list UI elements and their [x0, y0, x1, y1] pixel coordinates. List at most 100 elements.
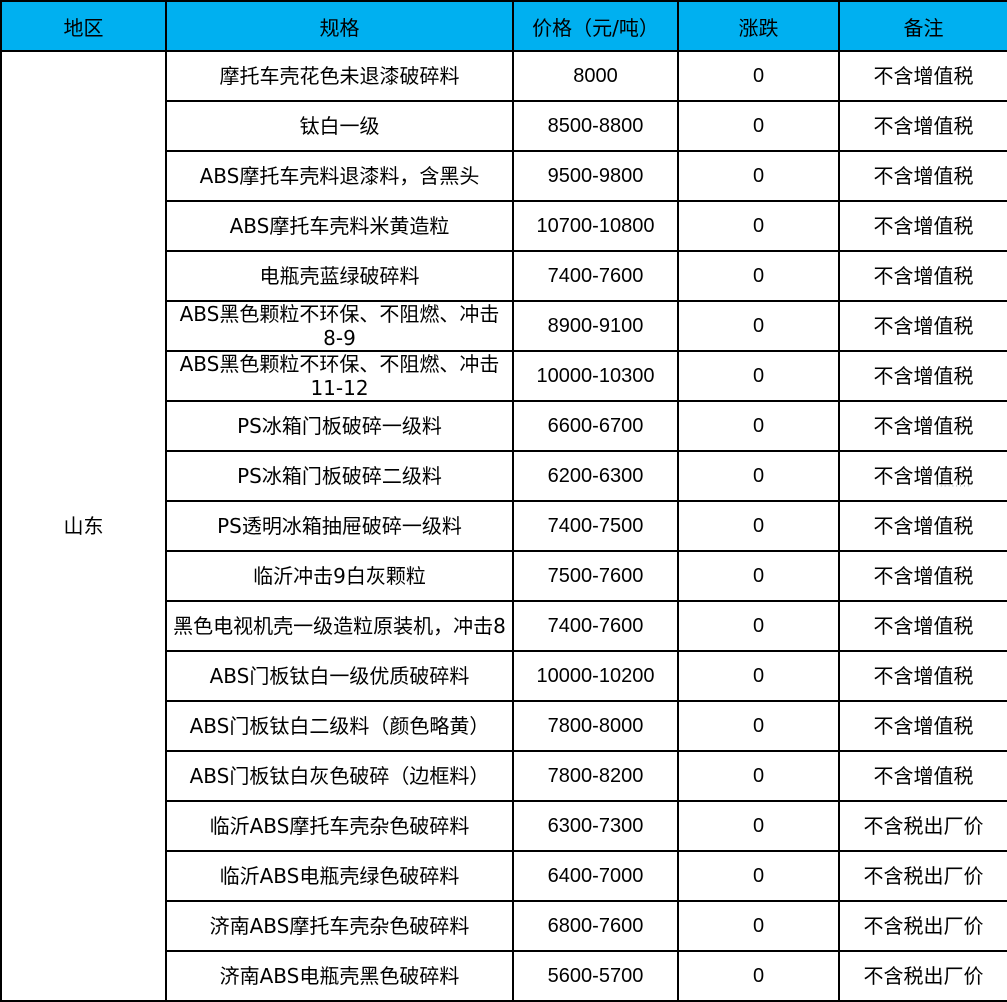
change-cell: 0 — [677, 100, 840, 152]
price-cell: 9500-9800 — [512, 150, 679, 202]
change-cell: 0 — [677, 850, 840, 902]
change-cell: 0 — [677, 50, 840, 102]
spec-cell: PS透明冰箱抽屉破碎一级料 — [165, 500, 514, 552]
price-cell: 5600-5700 — [512, 950, 679, 1002]
table-row: 黑色电视机壳一级造粒原装机，冲击8 7400-7600 0 不含增值税 — [1, 600, 1007, 652]
change-cell: 0 — [677, 700, 840, 752]
change-cell: 0 — [677, 450, 840, 502]
table-row: 济南ABS电瓶壳黑色破碎料 5600-5700 0 不含税出厂价 — [1, 950, 1007, 1002]
note-cell: 不含增值税 — [838, 700, 1007, 752]
note-cell: 不含增值税 — [838, 650, 1007, 702]
table-row: PS透明冰箱抽屉破碎一级料 7400-7500 0 不含增值税 — [1, 500, 1007, 552]
change-cell: 0 — [677, 900, 840, 952]
table-row: 电瓶壳蓝绿破碎料 7400-7600 0 不含增值税 — [1, 250, 1007, 302]
col-header-change: 涨跌 — [677, 0, 840, 52]
spec-cell: PS冰箱门板破碎一级料 — [165, 400, 514, 452]
change-cell: 0 — [677, 350, 840, 402]
note-cell: 不含增值税 — [838, 250, 1007, 302]
change-cell: 0 — [677, 950, 840, 1002]
change-cell: 0 — [677, 250, 840, 302]
price-cell: 6400-7000 — [512, 850, 679, 902]
note-cell: 不含增值税 — [838, 200, 1007, 252]
spec-cell: ABS门板钛白一级优质破碎料 — [165, 650, 514, 702]
spec-cell: 钛白一级 — [165, 100, 514, 152]
note-cell: 不含增值税 — [838, 400, 1007, 452]
note-cell: 不含增值税 — [838, 350, 1007, 402]
change-cell: 0 — [677, 600, 840, 652]
price-cell: 6600-6700 — [512, 400, 679, 452]
spec-cell: 济南ABS摩托车壳杂色破碎料 — [165, 900, 514, 952]
change-cell: 0 — [677, 800, 840, 852]
price-cell: 10000-10200 — [512, 650, 679, 702]
header-row: 地区 规格 价格（元/吨） 涨跌 备注 — [0, 0, 1007, 52]
spec-cell: 黑色电视机壳一级造粒原装机，冲击8 — [165, 600, 514, 652]
note-cell: 不含增值税 — [838, 300, 1007, 352]
change-cell: 0 — [677, 750, 840, 802]
table-row: ABS门板钛白灰色破碎（边框料） 7800-8200 0 不含增值税 — [1, 750, 1007, 802]
col-header-spec: 规格 — [165, 0, 514, 52]
spec-cell: ABS摩托车壳料米黄造粒 — [165, 200, 514, 252]
price-cell: 7400-7600 — [512, 600, 679, 652]
spec-cell: 临沂冲击9白灰颗粒 — [165, 550, 514, 602]
note-cell: 不含税出厂价 — [838, 950, 1007, 1002]
table-row: 临沂冲击9白灰颗粒 7500-7600 0 不含增值税 — [1, 550, 1007, 602]
col-header-region: 地区 — [0, 0, 167, 52]
price-cell: 8000 — [512, 50, 679, 102]
spec-cell: 济南ABS电瓶壳黑色破碎料 — [165, 950, 514, 1002]
table-row: 临沂ABS电瓶壳绿色破碎料 6400-7000 0 不含税出厂价 — [1, 850, 1007, 902]
note-cell: 不含税出厂价 — [838, 850, 1007, 902]
note-cell: 不含增值税 — [838, 150, 1007, 202]
table-row: 临沂ABS摩托车壳杂色破碎料 6300-7300 0 不含税出厂价 — [1, 800, 1007, 852]
table-row: 济南ABS摩托车壳杂色破碎料 6800-7600 0 不含税出厂价 — [1, 900, 1007, 952]
spec-cell: ABS摩托车壳料退漆料，含黑头 — [165, 150, 514, 202]
change-cell: 0 — [677, 150, 840, 202]
price-cell: 6200-6300 — [512, 450, 679, 502]
table-body: 山东 摩托车壳花色未退漆破碎料 8000 0 不含增值税 钛白一级 8500-88… — [0, 50, 1007, 1002]
price-cell: 10700-10800 — [512, 200, 679, 252]
spec-cell: ABS门板钛白二级料（颜色略黄） — [165, 700, 514, 752]
table-row: ABS门板钛白二级料（颜色略黄） 7800-8000 0 不含增值税 — [1, 700, 1007, 752]
price-cell: 7800-8000 — [512, 700, 679, 752]
note-cell: 不含增值税 — [838, 50, 1007, 102]
price-cell: 7400-7500 — [512, 500, 679, 552]
price-cell: 6800-7600 — [512, 900, 679, 952]
price-cell: 8500-8800 — [512, 100, 679, 152]
spec-cell: 电瓶壳蓝绿破碎料 — [165, 250, 514, 302]
change-cell: 0 — [677, 550, 840, 602]
spec-cell: ABS黑色颗粒不环保、不阻燃、冲击8-9 — [165, 300, 514, 352]
change-cell: 0 — [677, 500, 840, 552]
price-cell: 7500-7600 — [512, 550, 679, 602]
table-row: ABS摩托车壳料退漆料，含黑头 9500-9800 0 不含增值税 — [1, 150, 1007, 202]
col-header-price: 价格（元/吨） — [512, 0, 679, 52]
change-cell: 0 — [677, 200, 840, 252]
table-row: ABS黑色颗粒不环保、不阻燃、冲击11-12 10000-10300 0 不含增… — [1, 350, 1007, 402]
spec-cell: 临沂ABS摩托车壳杂色破碎料 — [165, 800, 514, 852]
table-row: ABS摩托车壳料米黄造粒 10700-10800 0 不含增值税 — [1, 200, 1007, 252]
price-cell: 8900-9100 — [512, 300, 679, 352]
note-cell: 不含增值税 — [838, 600, 1007, 652]
note-cell: 不含增值税 — [838, 100, 1007, 152]
price-cell: 10000-10300 — [512, 350, 679, 402]
table-row: ABS门板钛白一级优质破碎料 10000-10200 0 不含增值税 — [1, 650, 1007, 702]
region-cell: 山东 — [0, 50, 167, 1002]
note-cell: 不含税出厂价 — [838, 900, 1007, 952]
table-row: PS冰箱门板破碎二级料 6200-6300 0 不含增值税 — [1, 450, 1007, 502]
col-header-note: 备注 — [838, 0, 1007, 52]
spec-cell: ABS黑色颗粒不环保、不阻燃、冲击11-12 — [165, 350, 514, 402]
note-cell: 不含增值税 — [838, 450, 1007, 502]
table-row: ABS黑色颗粒不环保、不阻燃、冲击8-9 8900-9100 0 不含增值税 — [1, 300, 1007, 352]
price-cell: 6300-7300 — [512, 800, 679, 852]
change-cell: 0 — [677, 400, 840, 452]
table-row: 山东 摩托车壳花色未退漆破碎料 8000 0 不含增值税 — [0, 50, 1007, 1002]
price-cell: 7400-7600 — [512, 250, 679, 302]
spec-cell: PS冰箱门板破碎二级料 — [165, 450, 514, 502]
table-row: PS冰箱门板破碎一级料 6600-6700 0 不含增值税 — [1, 400, 1007, 452]
table-row: 钛白一级 8500-8800 0 不含增值税 — [1, 100, 1007, 152]
spec-cell: 临沂ABS电瓶壳绿色破碎料 — [165, 850, 514, 902]
spec-cell: ABS门板钛白灰色破碎（边框料） — [165, 750, 514, 802]
spec-cell: 摩托车壳花色未退漆破碎料 — [165, 50, 514, 102]
change-cell: 0 — [677, 650, 840, 702]
note-cell: 不含税出厂价 — [838, 800, 1007, 852]
